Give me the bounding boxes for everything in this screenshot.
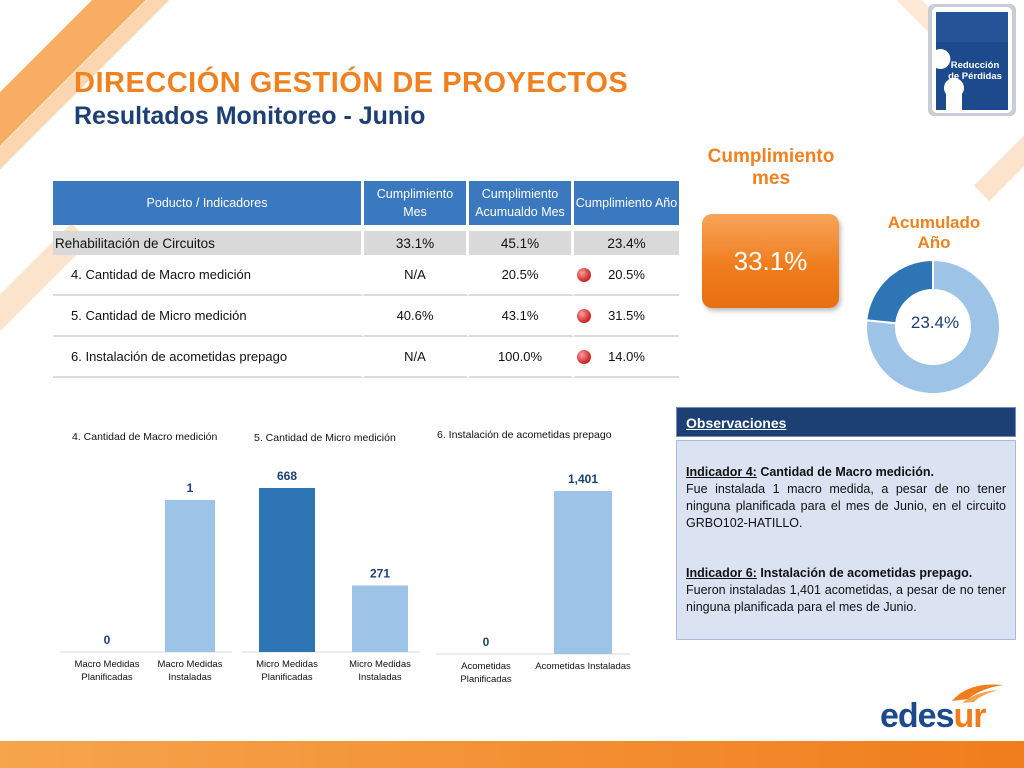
- chart-bar: [165, 500, 215, 652]
- chart-bar: [259, 488, 315, 652]
- group-anio: 23.4%: [574, 231, 679, 255]
- table-header-cell: Poducto / Indicadores: [53, 181, 364, 225]
- chart-data-label: 1: [187, 481, 194, 495]
- donut-remaining-slice: [865, 259, 1001, 395]
- table-row: 4. Cantidad de Macro medición N/A 20.5% …: [53, 255, 679, 296]
- chart-category-label: Acometidas Planificadas: [460, 661, 511, 685]
- observation-name: Instalación de acometidas prepago.: [756, 566, 973, 580]
- accumulated-donut-chart: [865, 259, 1001, 395]
- row-acumulado: 20.5%: [469, 255, 574, 296]
- kpi-value-box: 33.1%: [702, 214, 839, 308]
- chart-bar: [554, 491, 612, 654]
- observation-indicator: Indicador 6:: [686, 566, 757, 580]
- observation-heading: Indicador 6: Instalación de acometidas p…: [686, 565, 1006, 582]
- table-row: 6. Instalación de acometidas prepago N/A…: [53, 337, 679, 378]
- footer-bar: [0, 741, 1024, 768]
- row-anio: 20.5%: [608, 267, 645, 282]
- observations-title: Observaciones: [686, 415, 787, 431]
- chart-category-label: Macro Medidas Instaladas: [158, 659, 223, 683]
- observations-body: Indicador 4: Cantidad de Macro medición.…: [676, 440, 1016, 640]
- donut-completed-slice: [865, 259, 934, 325]
- row-label: 6. Instalación de acometidas prepago: [53, 337, 364, 378]
- group-acumulado: 45.1%: [469, 231, 574, 255]
- observation-heading: Indicador 4: Cantidad de Macro medición.: [686, 464, 1006, 481]
- edesur-logo: edesur: [880, 697, 987, 735]
- logo-swoosh-icon: [952, 684, 1003, 703]
- status-red-dot-icon: [577, 349, 591, 364]
- chart-title-acometidas: 6. Instalación de acometidas prepago: [437, 429, 612, 441]
- accumulated-value: 23.4%: [910, 313, 960, 332]
- chart-data-label: 0: [483, 635, 490, 649]
- table-header-cell: Cumplimiento Mes: [364, 181, 469, 225]
- table-group-row: Rehabilitación de Circuitos 33.1% 45.1% …: [53, 231, 679, 255]
- chart-category-label: Acometidas Instaladas: [535, 661, 631, 672]
- row-mes: N/A: [364, 337, 469, 378]
- row-mes: N/A: [364, 255, 469, 296]
- puzzle-badge-icon: [928, 4, 1016, 116]
- row-acumulado: 100.0%: [469, 337, 574, 378]
- observation-text: Fue instalada 1 macro medida, a pesar de…: [686, 482, 1006, 530]
- row-anio: 14.0%: [608, 349, 645, 364]
- table-header-cell: Cumplimiento Acumualdo Mes: [469, 181, 574, 225]
- chart-category-label: Macro Medidas Planificadas: [75, 659, 140, 683]
- chart-data-label: 668: [277, 469, 297, 483]
- chart-bar: [352, 585, 408, 652]
- status-red-dot-icon: [577, 308, 591, 323]
- observation-name: Cantidad de Macro medición.: [756, 465, 934, 479]
- group-mes: 33.1%: [364, 231, 469, 255]
- row-acumulado: 43.1%: [469, 296, 574, 337]
- group-label: Rehabilitación de Circuitos: [53, 231, 364, 255]
- table-header-row: Poducto / Indicadores Cumplimiento Mes C…: [53, 181, 679, 225]
- row-label: 4. Cantidad de Macro medición: [53, 255, 364, 296]
- table-row: 5. Cantidad de Micro medición 40.6% 43.1…: [53, 296, 679, 337]
- row-mes: 40.6%: [364, 296, 469, 337]
- observations-header: Observaciones: [676, 407, 1016, 437]
- row-label: 5. Cantidad de Micro medición: [53, 296, 364, 337]
- observation-indicator: Indicador 4:: [686, 465, 757, 479]
- chart-data-label: 271: [370, 566, 390, 580]
- accumulated-title: Acumulado Año: [887, 213, 981, 252]
- row-anio: 31.5%: [608, 308, 645, 323]
- results-table: Poducto / Indicadores Cumplimiento Mes C…: [53, 181, 679, 378]
- page-title: DIRECCIÓN GESTIÓN DE PROYECTOS: [74, 67, 629, 99]
- table-header-cell: Cumplimiento Año: [574, 181, 679, 225]
- kpi-title: Cumplimiento mes: [707, 146, 835, 189]
- chart-title-macro: 4. Cantidad de Macro medición: [72, 431, 218, 443]
- chart-data-label: 0: [104, 633, 111, 647]
- observation-text: Fueron instaladas 1,401 acometidas, a pe…: [686, 583, 1006, 614]
- chart-title-micro: 5. Cantidad de Micro medición: [254, 432, 396, 444]
- chart-data-label: 1,401: [568, 472, 598, 486]
- chart-category-label: Micro Medidas Instaladas: [349, 659, 411, 683]
- badge-label: Reducción de Pérdidas: [948, 60, 1002, 82]
- page-subtitle: Resultados Monitoreo - Junio: [74, 102, 426, 130]
- chart-category-label: Micro Medidas Planificadas: [256, 659, 318, 683]
- status-red-dot-icon: [577, 267, 591, 282]
